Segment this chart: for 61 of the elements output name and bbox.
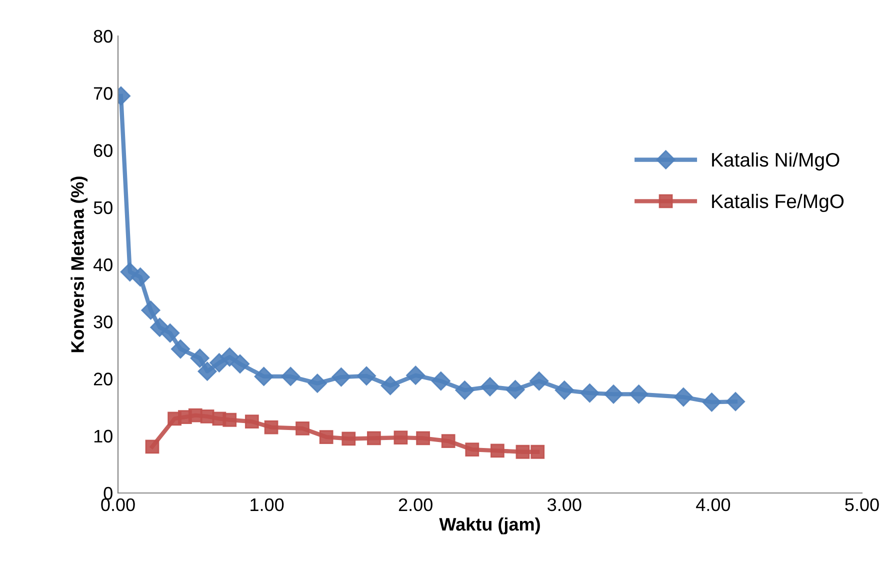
point (198, 362, 217, 381)
legend-label: Katalis Fe/MgO (712, 194, 844, 212)
x-axis-title: Waktu (jam) (439, 517, 540, 534)
point (465, 442, 480, 457)
y-tick-label: 10 (94, 430, 112, 443)
point (190, 348, 210, 368)
y-tick-label: 0 (104, 486, 112, 500)
y-axis-title: Konversi Metana (%) (70, 176, 88, 352)
point (604, 384, 624, 404)
y-tick-label: 30 (94, 316, 112, 328)
point (394, 430, 408, 445)
legend-label: Katalis Ni/MgO (712, 152, 840, 171)
point (580, 384, 600, 403)
point (319, 430, 334, 444)
point (416, 431, 430, 446)
point (296, 422, 310, 436)
point (490, 444, 504, 458)
y-tick-label: 80 (94, 30, 112, 43)
point (366, 431, 381, 446)
point (431, 372, 450, 391)
point (308, 374, 327, 393)
x-tick-label: 3.00 (548, 498, 582, 512)
point (145, 440, 160, 454)
point (380, 376, 400, 396)
point (506, 380, 525, 400)
point (170, 340, 190, 359)
point (254, 366, 274, 386)
point (332, 368, 351, 387)
point (441, 434, 456, 448)
point (141, 300, 160, 320)
point (674, 387, 693, 407)
y-tick-label: 70 (94, 87, 112, 100)
point (130, 268, 150, 287)
point (480, 377, 500, 396)
point (629, 384, 648, 404)
point (160, 324, 180, 343)
point (702, 392, 722, 412)
point (342, 432, 356, 446)
point (554, 380, 574, 400)
y-tick-label: 60 (94, 144, 112, 157)
point (356, 366, 376, 386)
point (530, 444, 545, 459)
y-tick-label: 20 (94, 372, 112, 386)
x-tick-label: 1.00 (250, 498, 284, 512)
x-tick-label: 2.00 (398, 498, 432, 512)
point (281, 366, 300, 386)
x-tick-label: 4.00 (696, 498, 730, 512)
x-tick-label: 0.00 (101, 498, 135, 512)
point (222, 412, 237, 427)
point (406, 366, 426, 385)
point (230, 354, 250, 374)
y-tick-label: 40 (93, 258, 112, 272)
point (726, 392, 746, 412)
point (516, 444, 530, 459)
point (244, 414, 259, 429)
x-tick-label: 5.00 (845, 498, 879, 512)
point (530, 372, 549, 391)
point (264, 420, 278, 434)
point (220, 348, 240, 367)
point (455, 380, 474, 400)
y-tick-label: 50 (94, 201, 112, 214)
